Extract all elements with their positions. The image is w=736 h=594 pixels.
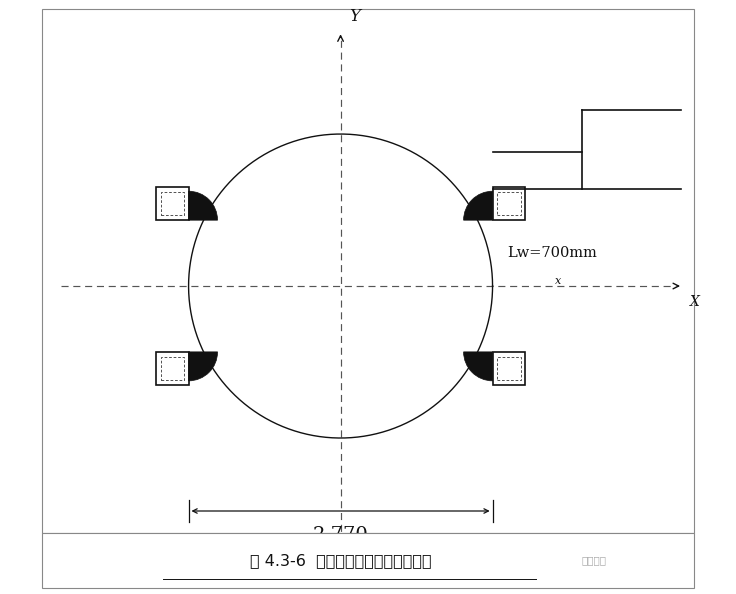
Text: Lw=700mm: Lw=700mm <box>507 246 597 260</box>
Text: x: x <box>554 276 561 286</box>
Text: X: X <box>690 295 699 309</box>
Wedge shape <box>464 191 492 220</box>
Wedge shape <box>188 352 218 381</box>
Text: 2.770: 2.770 <box>313 526 369 544</box>
Wedge shape <box>188 191 218 220</box>
Wedge shape <box>464 352 492 381</box>
Text: Y: Y <box>350 8 361 25</box>
Text: 图 4.3-6  预埋钢板和泥浆筒仓固定图: 图 4.3-6 预埋钢板和泥浆筒仓固定图 <box>250 553 431 568</box>
Text: 筑龙岩土: 筑龙岩土 <box>582 555 607 565</box>
Polygon shape <box>42 533 694 588</box>
